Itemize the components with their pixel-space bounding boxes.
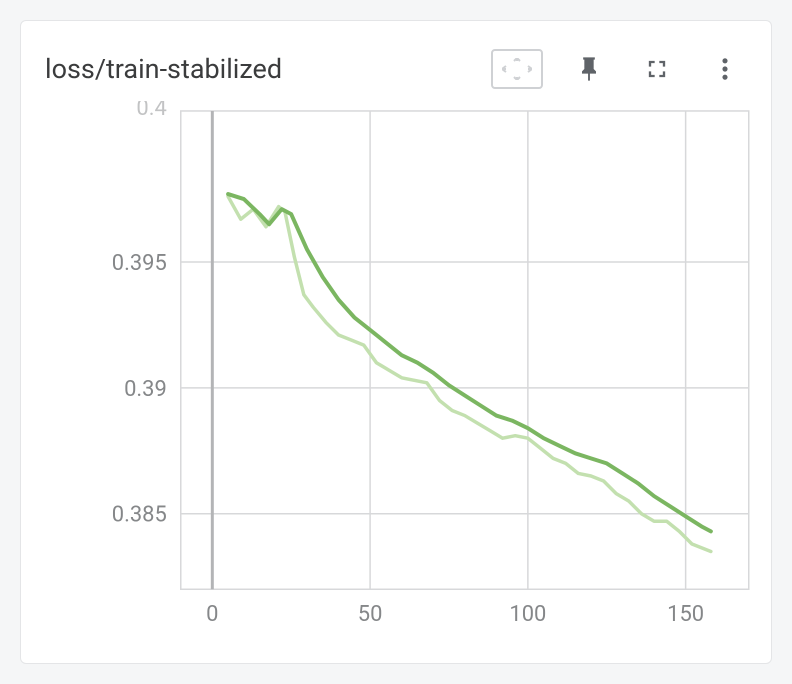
svg-text:0.39: 0.39 — [124, 377, 167, 402]
svg-text:150: 150 — [667, 602, 704, 627]
card-header: loss/train-stabilized — [21, 21, 771, 101]
more-vert-icon — [711, 55, 739, 83]
svg-text:0.4: 0.4 — [136, 101, 166, 121]
svg-text:0.385: 0.385 — [112, 503, 167, 528]
svg-text:0: 0 — [206, 602, 218, 627]
chart-card: loss/train-stabilized — [20, 20, 772, 664]
svg-text:50: 50 — [358, 602, 383, 627]
chart-plot[interactable]: 0.385 0.39 0.395 0.4 0 50 100 150 — [21, 101, 771, 663]
arrows-expand-icon — [502, 58, 532, 80]
svg-text:100: 100 — [509, 602, 546, 627]
card-title: loss/train-stabilized — [45, 53, 491, 85]
svg-text:0.395: 0.395 — [112, 251, 167, 276]
fullscreen-button[interactable] — [635, 47, 679, 91]
more-button[interactable] — [703, 47, 747, 91]
reset-zoom-button[interactable] — [491, 49, 543, 89]
fullscreen-icon — [643, 55, 671, 83]
pin-button[interactable] — [567, 47, 611, 91]
line-chart-svg: 0.385 0.39 0.395 0.4 0 50 100 150 — [21, 101, 771, 663]
pin-icon — [575, 55, 603, 83]
card-toolbar — [491, 47, 747, 91]
